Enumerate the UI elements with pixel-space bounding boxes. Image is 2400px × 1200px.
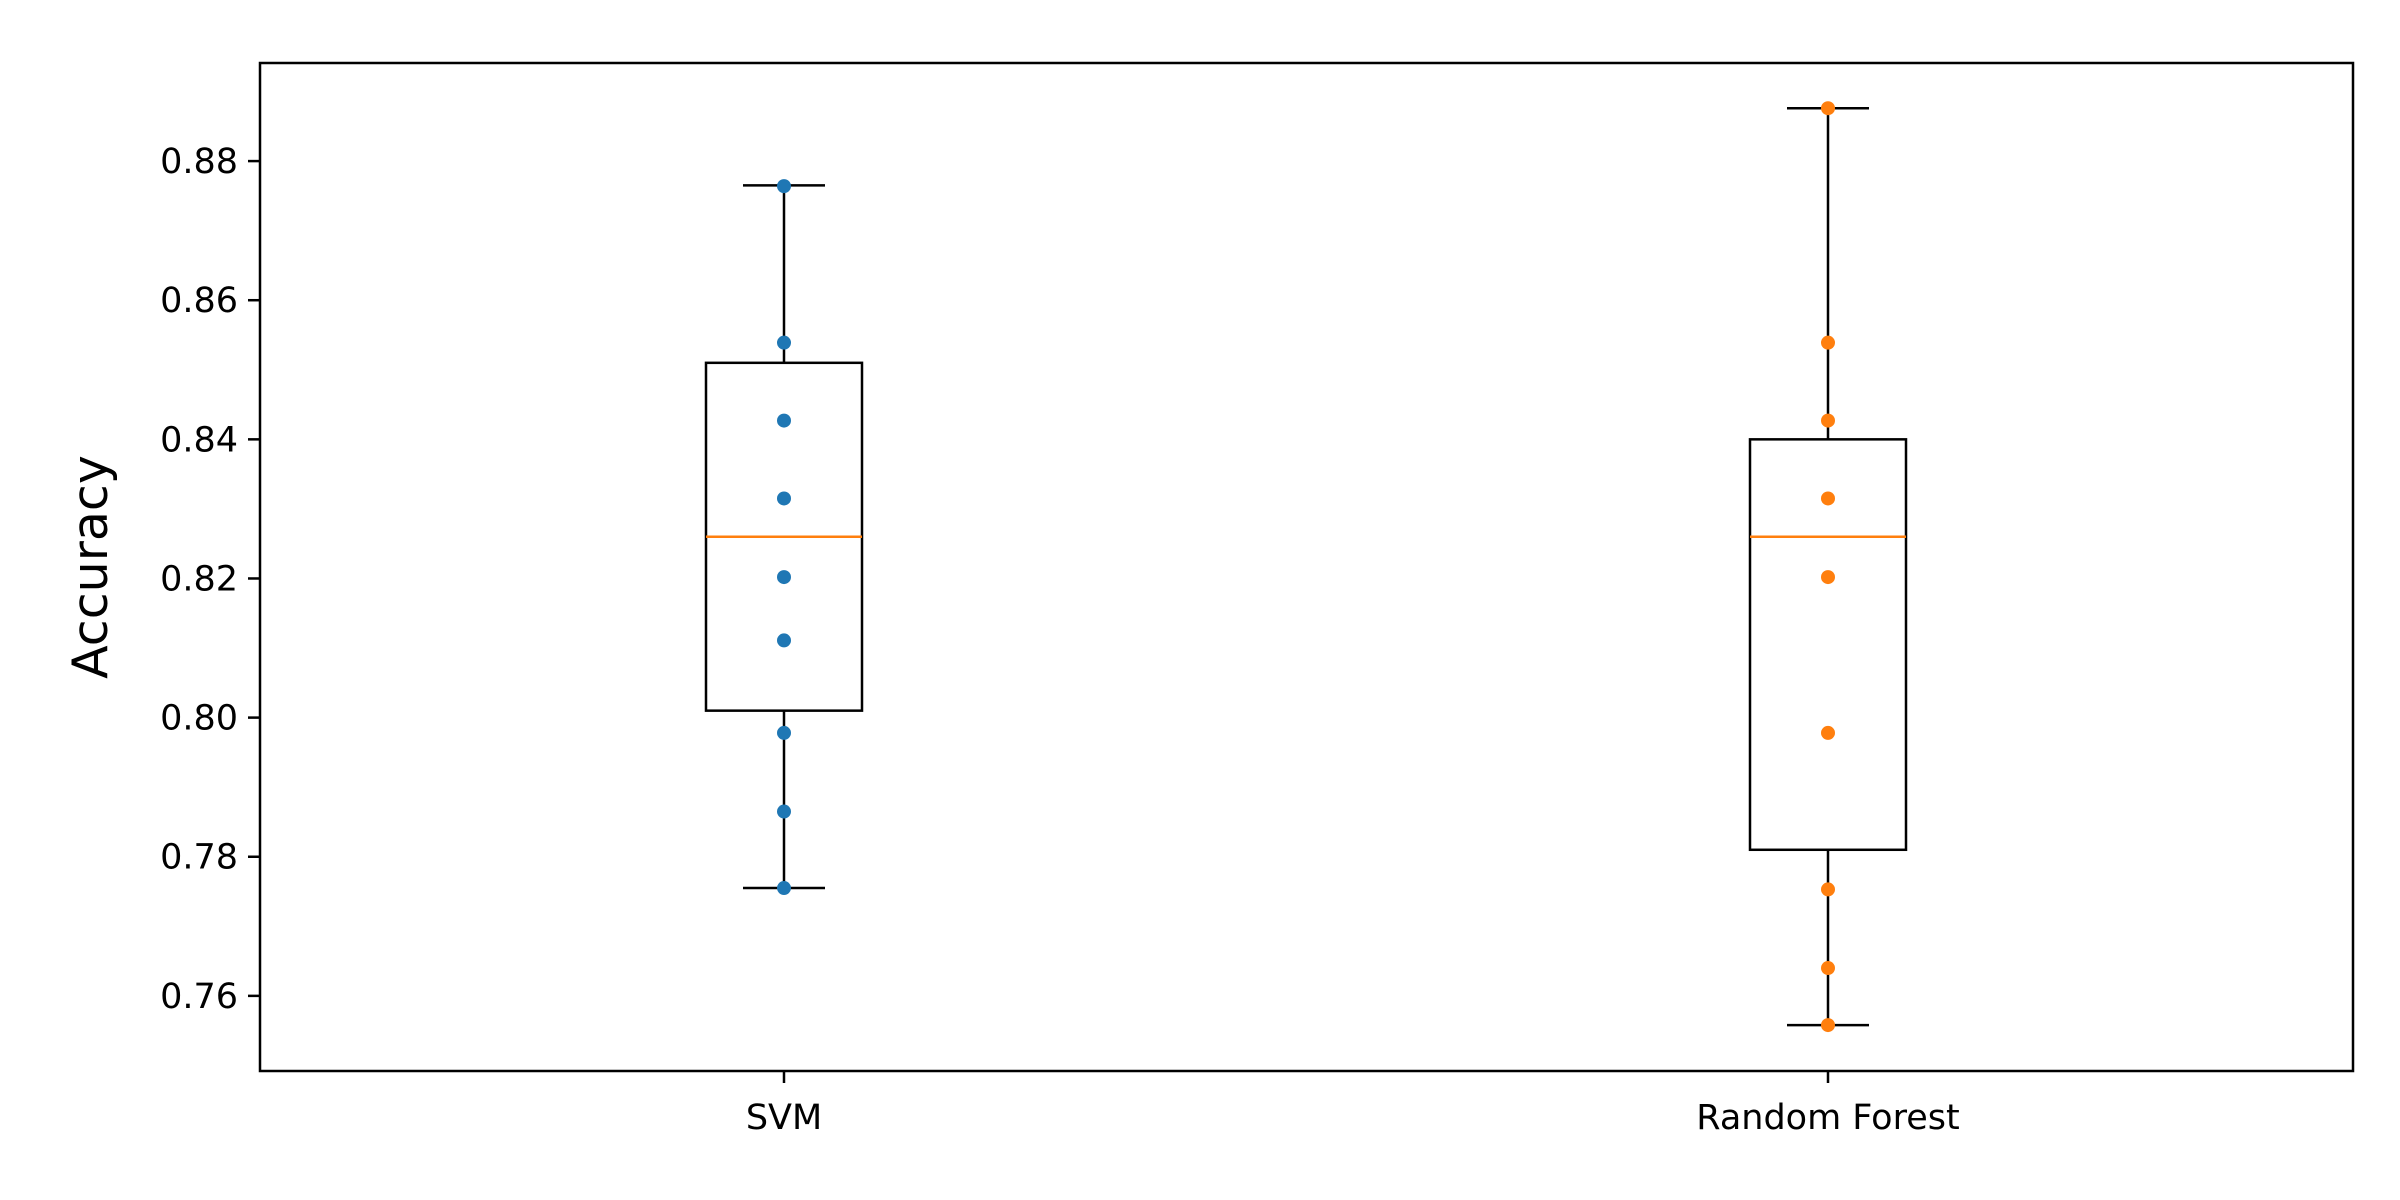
axes-frame	[258, 61, 2355, 1073]
data-point	[777, 570, 791, 585]
y-tick-label: 0.80	[160, 699, 238, 739]
data-point	[777, 491, 791, 506]
data-point	[777, 881, 791, 896]
y-tick-label: 0.82	[160, 559, 238, 599]
data-point	[1821, 1018, 1835, 1033]
x-tick-label: SVM	[746, 1098, 822, 1138]
x-tick-label: Random Forest	[1696, 1098, 1959, 1138]
data-point	[1821, 101, 1835, 116]
y-tick-label: 0.78	[160, 838, 238, 878]
data-point	[1821, 725, 1835, 740]
y-tick-label: 0.76	[160, 977, 238, 1017]
data-point	[1821, 413, 1835, 428]
box-group-2	[1748, 101, 1908, 1033]
y-tick-label: 0.86	[160, 281, 238, 321]
interquartile-box	[1748, 438, 1908, 852]
plot-area	[704, 101, 1908, 1033]
y-tick-label: 0.84	[160, 420, 238, 460]
data-point	[777, 179, 791, 194]
data-point	[777, 633, 791, 648]
data-point	[1821, 882, 1835, 897]
y-tick-label: 0.88	[160, 142, 238, 182]
axes: 0.76 0.78 0.80 0.82 0.84 0.86 0.88 SVM Random Fo…	[160, 142, 1960, 1138]
data-point	[1821, 961, 1835, 976]
box-group-1	[704, 179, 864, 896]
y-axis-title: Accuracy	[62, 455, 119, 679]
data-point	[777, 335, 791, 350]
data-point	[777, 804, 791, 819]
data-point	[1821, 570, 1835, 585]
data-point	[1821, 491, 1835, 506]
data-point	[1821, 335, 1835, 350]
data-point	[777, 413, 791, 428]
data-point	[777, 725, 791, 740]
